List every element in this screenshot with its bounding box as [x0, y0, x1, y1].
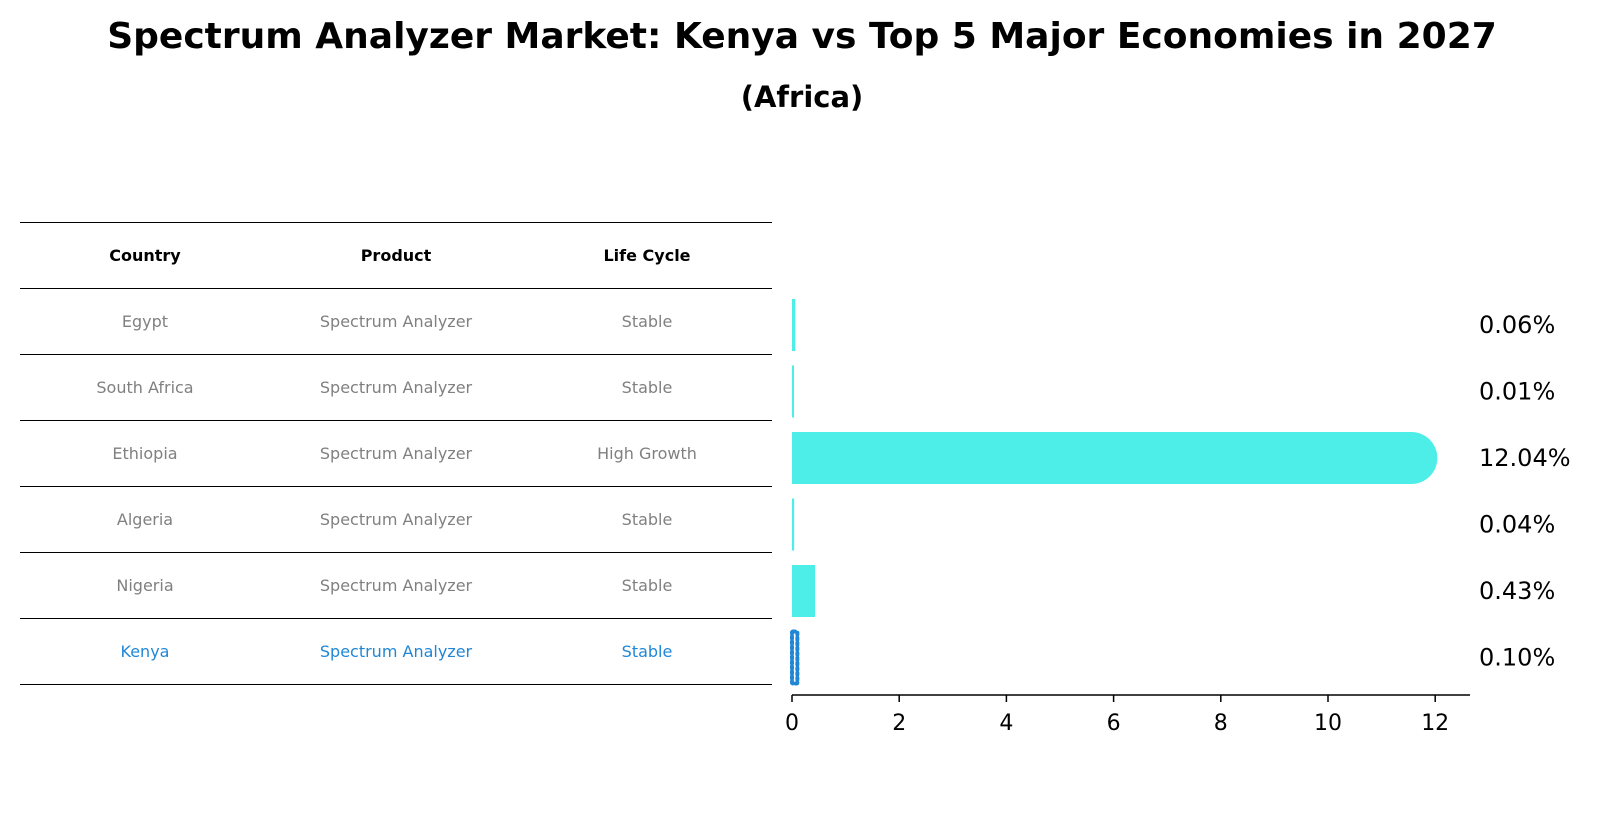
cell-product: Spectrum Analyzer: [270, 288, 522, 355]
cell-product: Spectrum Analyzer: [270, 354, 522, 421]
x-tick-label: 6: [1107, 711, 1121, 736]
cell-country: South Africa: [20, 354, 270, 421]
cell-product: Spectrum Analyzer: [270, 618, 522, 685]
chart-subtitle: (Africa): [740, 80, 864, 114]
x-tick-label: 8: [1214, 711, 1228, 736]
table-row: Nigeria Spectrum Analyzer Stable: [20, 552, 772, 619]
cell-country: Egypt: [20, 288, 270, 355]
bar-ethiopia: [792, 432, 1438, 484]
table-row-highlight: Kenya Spectrum Analyzer Stable: [20, 618, 772, 685]
value-label: 0.43%: [1479, 577, 1555, 605]
x-tick-label: 10: [1314, 711, 1342, 736]
value-label: 0.06%: [1479, 311, 1555, 339]
bar-algeria: [792, 498, 795, 551]
value-label: 0.04%: [1479, 511, 1555, 539]
bar-nigeria: [792, 565, 816, 617]
x-tick-label: 4: [999, 711, 1013, 736]
header-life-cycle: Life Cycle: [522, 222, 772, 289]
x-tick-label: 0: [785, 711, 799, 736]
table-header-row: Country Product Life Cycle: [20, 222, 772, 289]
cell-life-cycle: Stable: [522, 552, 772, 619]
header-product: Product: [270, 222, 522, 289]
x-tick-label: 12: [1421, 711, 1449, 736]
bar-south-africa: [792, 365, 794, 418]
value-label: 0.10%: [1479, 644, 1555, 672]
table-row: Algeria Spectrum Analyzer Stable: [20, 486, 772, 553]
cell-life-cycle: Stable: [522, 288, 772, 355]
info-table: Country Product Life Cycle Egypt Spectru…: [20, 222, 772, 685]
cell-product: Spectrum Analyzer: [270, 420, 522, 487]
cell-country: Algeria: [20, 486, 270, 553]
header-country: Country: [20, 222, 270, 289]
cell-country: Nigeria: [20, 552, 270, 619]
table-row: South Africa Spectrum Analyzer Stable: [20, 354, 772, 421]
table-row: Ethiopia Spectrum Analyzer High Growth: [20, 420, 772, 487]
cell-country: Ethiopia: [20, 420, 270, 487]
table-row: Egypt Spectrum Analyzer Stable: [20, 288, 772, 355]
value-label: 0.01%: [1479, 378, 1555, 406]
cell-life-cycle: Stable: [522, 486, 772, 553]
cell-country: Kenya: [20, 618, 270, 685]
cell-life-cycle: Stable: [522, 354, 772, 421]
cell-product: Spectrum Analyzer: [270, 486, 522, 553]
bar-egypt: [792, 299, 796, 351]
value-label: 12.04%: [1479, 444, 1571, 472]
chart-title: Spectrum Analyzer Market: Kenya vs Top 5…: [107, 16, 1497, 57]
bar-kenya: [790, 629, 800, 686]
cell-life-cycle: Stable: [522, 618, 772, 685]
x-tick-label: 2: [892, 711, 906, 736]
cell-life-cycle: High Growth: [522, 420, 772, 487]
